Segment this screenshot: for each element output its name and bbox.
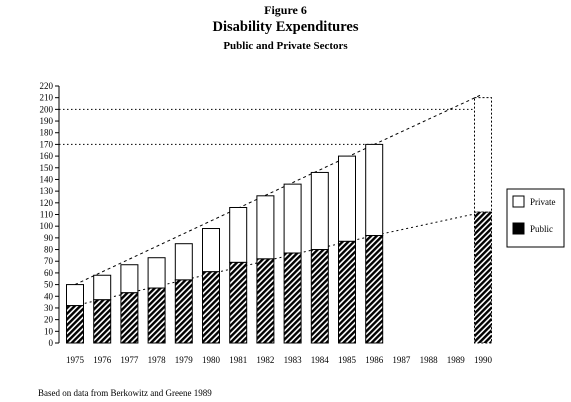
bar-private-1981	[229, 206, 248, 263]
x-tick-label: 1982	[256, 355, 274, 365]
bar-public-1978	[147, 287, 166, 344]
y-tick-label: 220	[40, 81, 54, 91]
y-tick-label: 100	[40, 221, 54, 231]
figure-label: Figure 6	[264, 3, 307, 17]
y-tick-label: 200	[40, 104, 54, 114]
x-tick-label: 1987	[392, 355, 411, 365]
bar-private-1986	[365, 143, 384, 237]
x-tick-label: 1985	[338, 355, 357, 365]
x-tick-label: 1983	[284, 355, 303, 365]
y-tick-label: 110	[40, 210, 54, 220]
x-tick-label: 1977	[120, 355, 139, 365]
source-note: Based on data from Berkowitz and Greene …	[38, 388, 212, 398]
y-tick-label: 120	[40, 198, 54, 208]
bar-public-1985	[338, 240, 356, 344]
bar-private-1976	[93, 274, 112, 301]
bar-public-1981	[229, 261, 248, 344]
bar-private-1979	[174, 243, 193, 281]
bar-public-1980	[202, 271, 220, 344]
legend-swatch-public	[512, 222, 525, 235]
bar-private-1990	[474, 97, 492, 213]
x-tick-label: 1979	[175, 355, 194, 365]
y-tick-label: 50	[44, 280, 54, 290]
total-trend-line	[74, 94, 481, 286]
legend-label-private: Private	[530, 197, 556, 207]
y-tick-label: 180	[40, 128, 54, 138]
bar-public-1976	[93, 299, 112, 344]
y-tick-label: 0	[49, 338, 54, 348]
bar-private-1977	[120, 264, 139, 294]
y-tick-label: 70	[44, 256, 54, 266]
y-tick-label: 130	[40, 186, 54, 196]
bar-public-1986	[365, 235, 384, 344]
bar-private-1975	[66, 284, 84, 307]
y-tick-label: 80	[44, 245, 54, 255]
x-tick-label: 1976	[93, 355, 112, 365]
x-tick-label: 1986	[365, 355, 384, 365]
y-tick-label: 40	[44, 291, 54, 301]
y-tick-label: 170	[40, 139, 54, 149]
y-tick-label: 210	[40, 93, 54, 103]
bar-private-1983	[283, 183, 302, 254]
x-tick-label: 1978	[148, 355, 167, 365]
bar-public-1990	[474, 211, 492, 344]
legend-swatch-private	[512, 195, 525, 208]
y-tick-label: 150	[40, 163, 54, 173]
bar-public-1979	[174, 279, 193, 344]
bar-public-1982	[256, 258, 275, 344]
bar-public-1984	[310, 249, 329, 344]
bar-public-1975	[66, 305, 84, 344]
x-tick-label: 1984	[311, 355, 330, 365]
x-tick-label: 1988	[420, 355, 439, 365]
y-tick-label: 90	[44, 233, 54, 243]
y-tick-label: 60	[44, 268, 54, 278]
x-tick-label: 1981	[229, 355, 247, 365]
x-tick-label: 1990	[474, 355, 493, 365]
y-tick-label: 190	[40, 116, 54, 126]
legend-label-public: Public	[530, 224, 553, 234]
bar-private-1984	[310, 171, 329, 251]
bar-private-1985	[338, 155, 356, 242]
y-tick-label: 20	[44, 315, 54, 325]
bar-public-1983	[283, 252, 302, 344]
chart-subtitle: Public and Private Sectors	[223, 40, 348, 52]
bar-private-1978	[147, 257, 166, 289]
y-tick-label: 160	[40, 151, 54, 161]
x-tick-label: 1989	[447, 355, 466, 365]
bar-private-1980	[202, 228, 220, 273]
x-tick-label: 1975	[66, 355, 85, 365]
bar-private-1982	[256, 195, 275, 260]
x-tick-label: 1980	[202, 355, 221, 365]
chart-title: Disability Expenditures	[212, 19, 359, 35]
bar-public-1977	[120, 292, 139, 344]
y-tick-label: 30	[44, 303, 54, 313]
y-tick-label: 140	[40, 174, 54, 184]
public-trend-line	[74, 211, 484, 307]
legend: Private Public	[506, 188, 565, 248]
y-tick-label: 10	[44, 326, 54, 336]
